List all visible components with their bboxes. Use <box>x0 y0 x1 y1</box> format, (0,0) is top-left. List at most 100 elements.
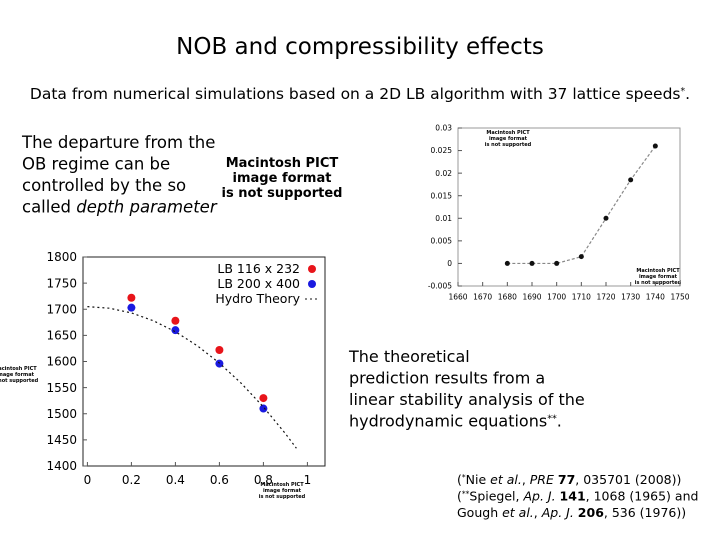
text-segment: 141 <box>560 489 586 504</box>
image-placeholder: is not supported <box>485 142 532 148</box>
image-placeholder: Macintosh PICT <box>636 268 680 274</box>
y-tick-label: 1650 <box>46 329 77 343</box>
series-line <box>87 306 297 449</box>
text-segment: , 035701 (2008)) <box>575 472 681 487</box>
body-text: prediction results from a <box>349 369 545 388</box>
image-placeholder: image format <box>639 274 678 280</box>
x-tick-label: 0.8 <box>254 473 273 487</box>
image-placeholder: is not supported <box>259 494 306 500</box>
body-text: linear stability analysis of the <box>349 390 585 409</box>
y-tick-label: 1800 <box>46 250 77 264</box>
data-point <box>504 260 510 266</box>
image-placeholder: image format <box>263 488 302 494</box>
text-segment: , 536 (1976)) <box>604 505 686 520</box>
x-tick-label: 1730 <box>621 293 640 302</box>
text-segment: PRE <box>530 472 554 487</box>
subtitle: Data from numerical simulations based on… <box>30 85 690 103</box>
y-tick-label: 0.03 <box>435 124 452 133</box>
x-tick-label: 1710 <box>572 293 591 302</box>
reference: (**Spiegel, Ap. J. 141, 1068 (1965) and <box>457 489 698 504</box>
data-point <box>529 260 535 266</box>
image-placeholder: image format <box>489 136 528 142</box>
legend-label: LB 116 x 232 <box>217 261 300 276</box>
text-segment: prediction results from a <box>349 369 545 388</box>
slide-title: NOB and compressibility effects <box>176 34 544 60</box>
x-tick-label: 0.2 <box>122 473 141 487</box>
x-tick-label: 1660 <box>448 293 467 302</box>
y-tick-label: 1700 <box>46 302 77 316</box>
text-segment: * <box>681 86 686 97</box>
text-segment: ( <box>457 489 462 504</box>
image-placeholder: Macintosh PICT <box>226 156 339 171</box>
text-segment: ( <box>457 472 462 487</box>
x-tick-label: 1750 <box>670 293 689 302</box>
text-segment: . <box>557 412 562 431</box>
text-segment: depth parameter <box>76 198 218 217</box>
y-tick-label: 1500 <box>46 407 77 421</box>
series-line <box>507 145 656 265</box>
text-segment: . <box>685 85 690 103</box>
text-segment: 77 <box>558 472 575 487</box>
image-placeholder: is not supported <box>0 378 39 384</box>
legend-marker <box>308 280 316 288</box>
x-tick-label: 1680 <box>498 293 517 302</box>
text-segment: et al. <box>502 505 534 520</box>
text-segment: , <box>534 505 542 520</box>
legend-label: Hydro Theory <box>215 291 300 306</box>
legend-marker <box>308 265 316 273</box>
y-tick-label: 1750 <box>46 276 77 290</box>
text-segment: Ap. J. <box>541 505 574 520</box>
image-placeholder: image format <box>233 171 332 186</box>
text-segment: Nie <box>466 472 491 487</box>
data-point <box>628 177 634 183</box>
body-text: controlled by the so <box>22 176 186 195</box>
reference: Gough et al., Ap. J. 206, 536 (1976)) <box>457 505 686 520</box>
y-tick-label: 1550 <box>46 381 77 395</box>
text-segment: ** <box>547 413 557 424</box>
reference: (*Nie et al., PRE 77, 035701 (2008)) <box>457 472 681 487</box>
data-point <box>171 326 180 335</box>
body-text: hydrodynamic equations**. <box>349 412 562 431</box>
body-text: called depth parameter <box>22 198 218 217</box>
data-point <box>259 394 268 403</box>
y-tick-label: 0.025 <box>431 146 453 155</box>
y-tick-label: 0.015 <box>431 191 453 200</box>
text-segment: Ap. J. <box>522 489 555 504</box>
y-tick-label: 1600 <box>46 355 77 369</box>
data-point <box>127 293 136 302</box>
image-placeholder: image format <box>0 372 35 378</box>
image-placeholder: Macintosh PICT <box>486 130 530 136</box>
text-segment: OB regime can be <box>22 155 170 174</box>
data-point <box>171 316 180 325</box>
x-tick-label: 0 <box>84 473 92 487</box>
text-segment: hydrodynamic equations <box>349 412 547 431</box>
text-segment: Data from numerical simulations based on… <box>30 85 681 103</box>
image-placeholder: is not supported <box>635 280 682 286</box>
image-placeholder: is not supported <box>222 186 343 201</box>
x-tick-label: 1740 <box>646 293 665 302</box>
data-point <box>578 254 584 260</box>
text-segment: * <box>462 473 466 482</box>
y-tick-label: 1400 <box>46 459 77 473</box>
legend-label: LB 200 x 400 <box>217 276 300 291</box>
x-tick-label: 1700 <box>547 293 566 302</box>
text-segment: , <box>522 472 530 487</box>
data-point <box>554 260 560 266</box>
text-segment: The departure from the <box>21 133 215 152</box>
y-tick-label: 1450 <box>46 433 77 447</box>
text-segment: Gough <box>457 505 502 520</box>
x-tick-label: 0.4 <box>166 473 185 487</box>
text-segment: , 1068 (1965) and <box>586 489 699 504</box>
y-tick-label: 0 <box>447 259 452 268</box>
x-tick-label: 1720 <box>596 293 615 302</box>
data-point <box>603 215 609 221</box>
x-tick-label: 1 <box>304 473 312 487</box>
y-tick-label: 0.005 <box>431 236 453 245</box>
plot-frame <box>457 127 681 287</box>
data-point <box>215 346 224 355</box>
data-point <box>127 303 136 312</box>
body-text: The theoretical <box>348 347 470 366</box>
text-segment: controlled by the so <box>22 176 186 195</box>
data-point <box>652 143 658 149</box>
